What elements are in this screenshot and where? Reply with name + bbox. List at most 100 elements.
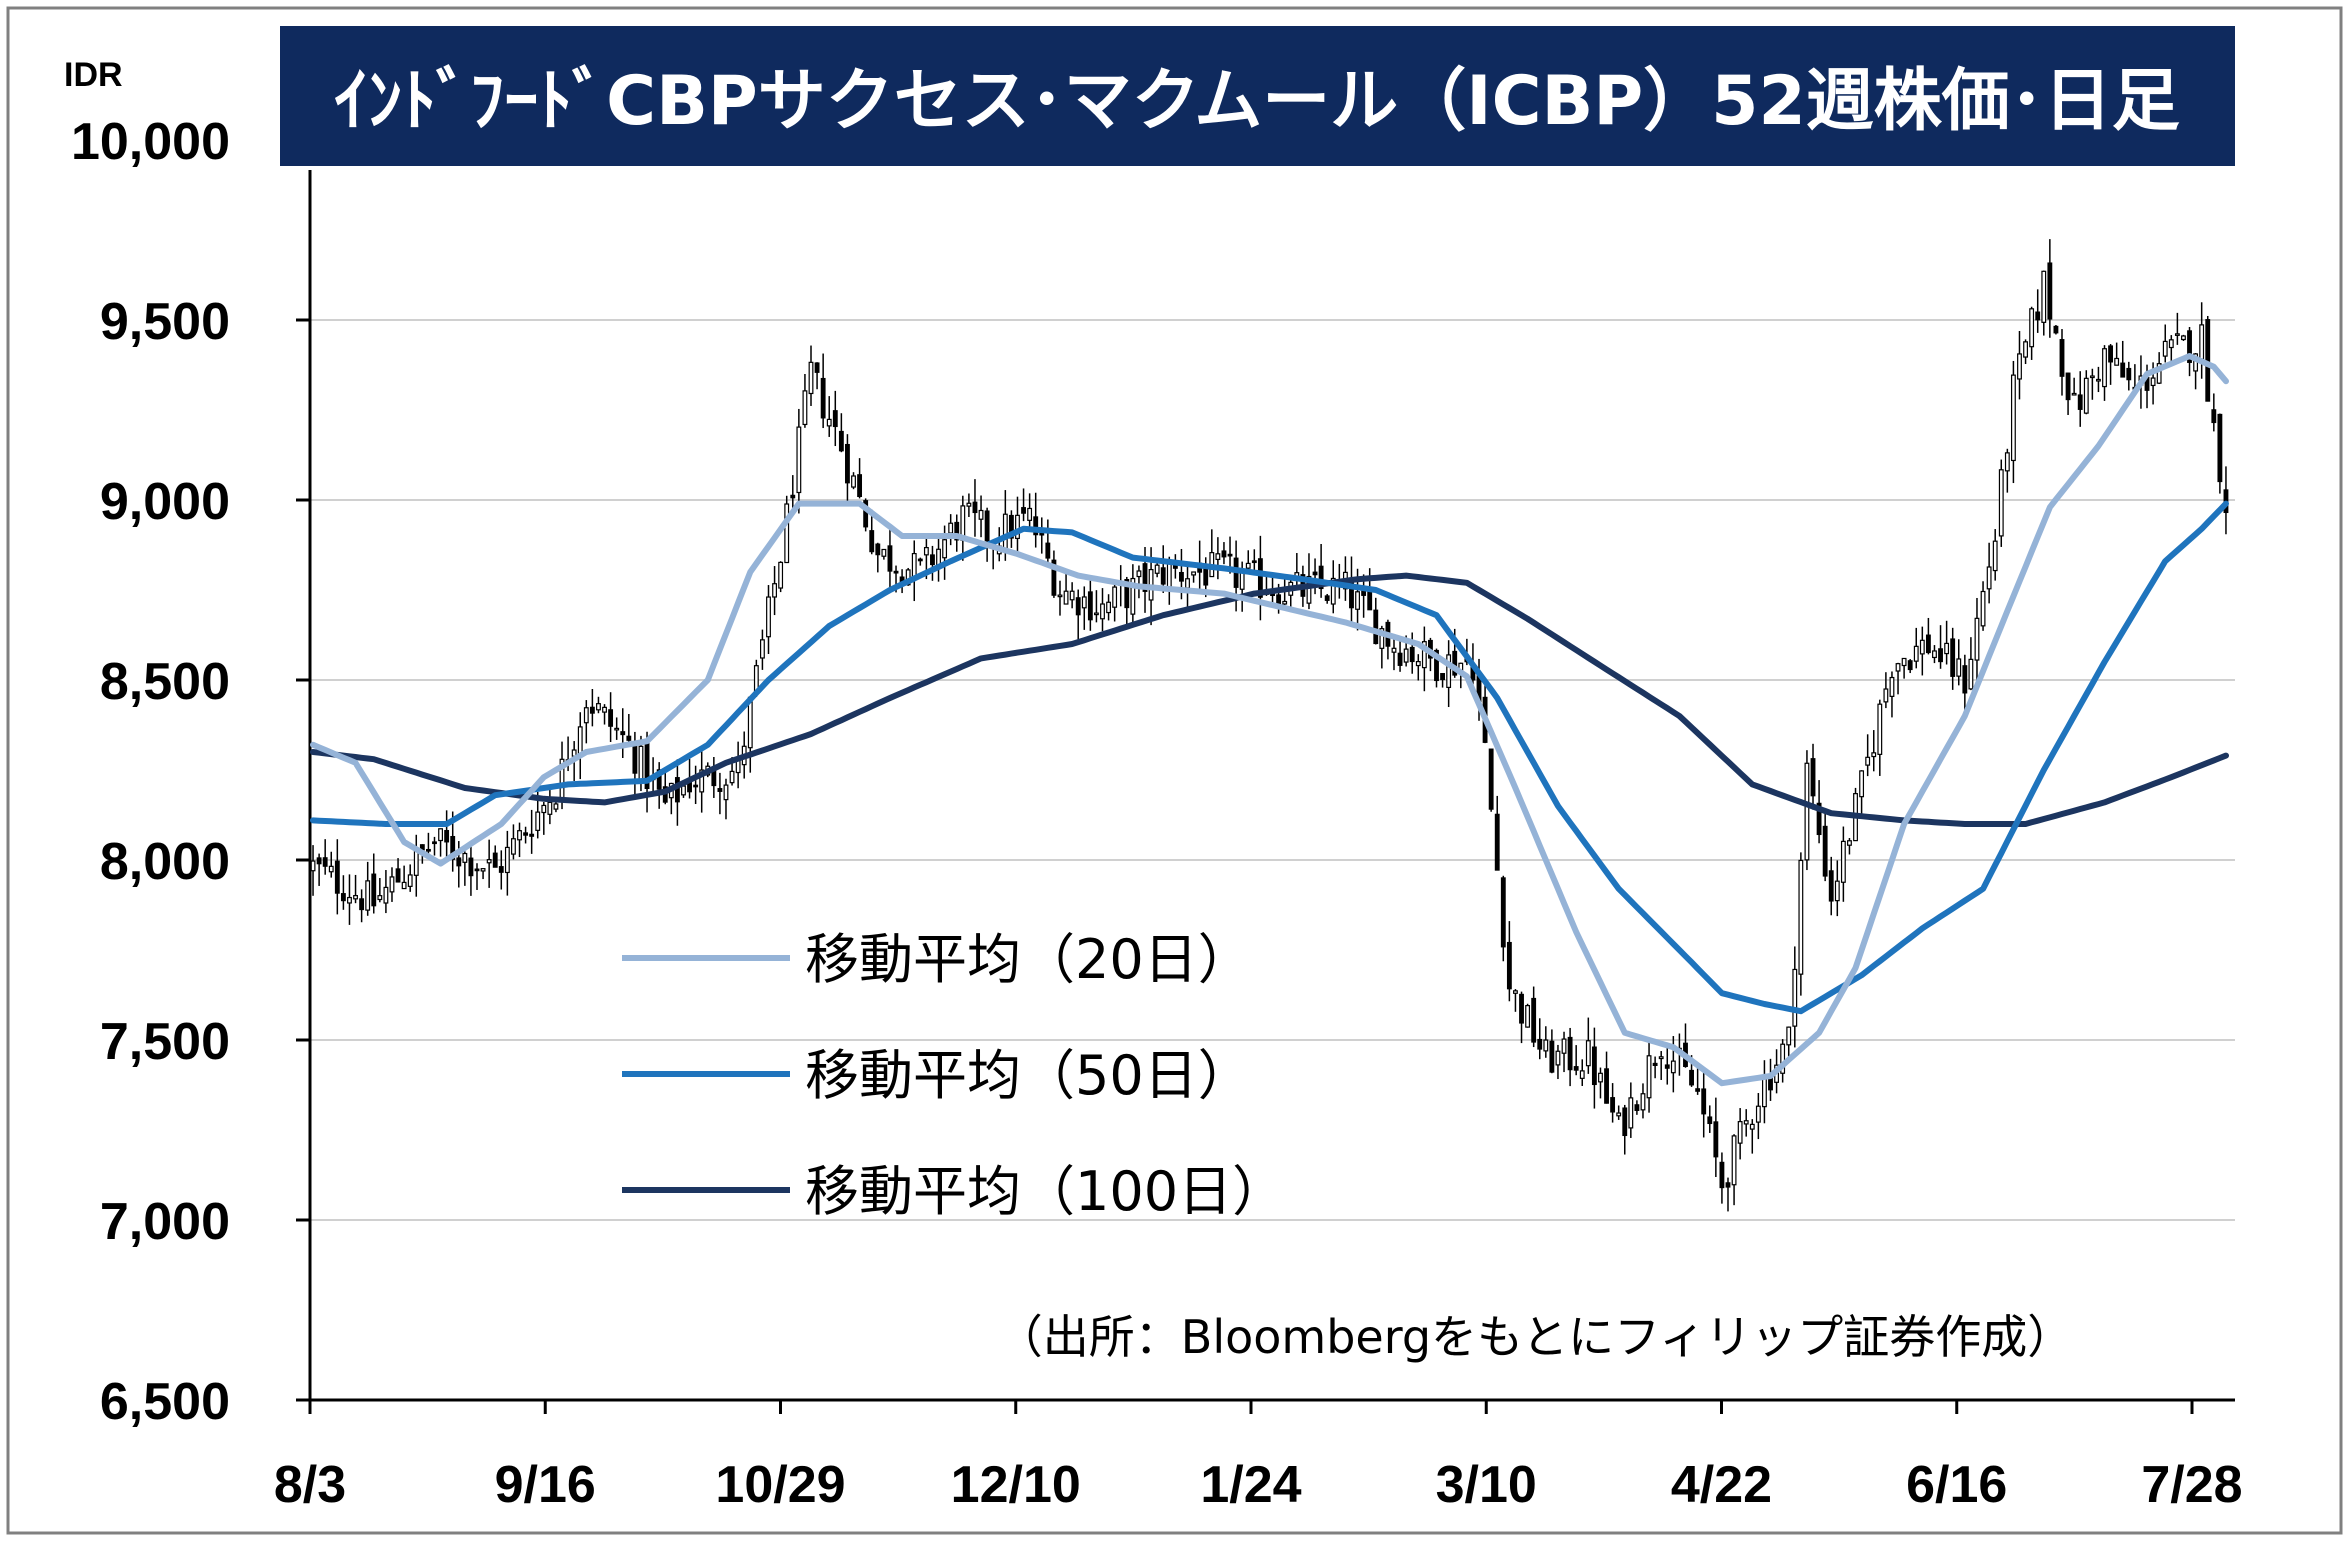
candle-body (875, 543, 881, 556)
candle-body (1494, 813, 1500, 871)
candle-body (1828, 870, 1834, 902)
candle-body (838, 430, 844, 452)
candle-body (1865, 756, 1871, 766)
candle-body (407, 874, 413, 887)
candle-body (492, 852, 498, 868)
candle-body (1093, 612, 1099, 616)
candle-body (2120, 362, 2126, 378)
y-tick-label: 10,000 (71, 113, 230, 171)
candle-body (1871, 752, 1877, 758)
candle-body (1142, 563, 1148, 592)
candle-body (1567, 1036, 1573, 1071)
candle-body (1652, 1062, 1658, 1066)
candle-body (2065, 372, 2071, 401)
y-tick-label: 6,500 (100, 1373, 230, 1431)
candle-body (1531, 997, 1537, 1043)
candle-body (547, 801, 553, 815)
candle-body (1154, 564, 1160, 574)
candle-body (1840, 840, 1846, 883)
candle-body (474, 868, 480, 872)
candle-body (389, 876, 395, 893)
candle-body (966, 502, 972, 507)
candle-body (1658, 1056, 1664, 1060)
y-tick-label: 8,500 (100, 653, 230, 711)
candle-body (1622, 1107, 1628, 1137)
candle-body (1591, 1046, 1597, 1086)
candle-body (887, 545, 893, 572)
moving-average-lines (310, 353, 2229, 1087)
candle-body (808, 361, 814, 395)
candle-body (1257, 558, 1263, 598)
source-note: （出所：Bloombergをもとにフィリップ証券作成） (997, 1310, 2073, 1364)
candle-body (1925, 634, 1931, 654)
candle-body (717, 788, 723, 792)
candle-body (1251, 560, 1257, 564)
candle-body (425, 848, 431, 852)
candle-body (517, 830, 522, 841)
candle-body (462, 852, 468, 863)
candle-body (1877, 703, 1883, 755)
candle-body (1610, 1097, 1616, 1113)
candle-body (614, 727, 620, 731)
candle-body (699, 769, 705, 793)
candle-body (1051, 559, 1057, 596)
candle-body (2162, 340, 2168, 357)
candle-body (2174, 333, 2180, 336)
candle-body (1506, 941, 1512, 990)
candle-body (480, 868, 486, 872)
candle-body (1555, 1050, 1561, 1066)
candle-body (2059, 339, 2065, 377)
candle-body (1822, 825, 1828, 877)
chart-border (6, 6, 2343, 1535)
ma-line-ma50 (310, 500, 2229, 1015)
candle-body (790, 494, 796, 499)
title-bar: ｲﾝﾄﾞﾌｰﾄﾞCBPサクセス･マクムール（ICBP）52週株価･日足 (280, 26, 2235, 166)
candle-body (316, 857, 322, 865)
candle-body (1203, 568, 1209, 586)
candle-body (589, 706, 595, 714)
candle-body (1725, 1182, 1731, 1188)
candle-body (881, 548, 887, 557)
candle-body (1415, 661, 1421, 667)
candle-body (1664, 1064, 1670, 1069)
candle-body (984, 510, 990, 542)
candle-body (954, 521, 960, 541)
candle-body (1956, 658, 1962, 677)
candle-body (1883, 688, 1889, 703)
candle-body (1324, 595, 1330, 601)
candle-body (942, 539, 948, 559)
candle-body (359, 898, 365, 911)
plot-area: 6,500 7,000 7,500 8,000 8,500 9,000 9,500 10,00… (71, 113, 2243, 1514)
candle-body (766, 596, 771, 638)
candle-body (1276, 594, 1282, 606)
candle-body (923, 547, 929, 556)
x-tick-label: 6/16 (1906, 1456, 2007, 1514)
candle-body (2041, 270, 2047, 323)
candle-body (1816, 802, 1822, 836)
candle-body (334, 860, 340, 894)
candle-body (1367, 590, 1373, 611)
candle-body (1634, 1104, 1640, 1111)
candle-body (401, 881, 407, 890)
candle-body (1543, 1039, 1549, 1052)
candle-body (523, 832, 529, 836)
candle-body (1100, 603, 1105, 620)
candle-body (310, 860, 316, 872)
candle-body (1707, 1116, 1713, 1125)
candle-body (1804, 762, 1810, 861)
candle-body (1579, 1070, 1585, 1079)
candle-body (1834, 880, 1840, 902)
candle-body (1488, 748, 1494, 810)
candle-body (511, 838, 516, 855)
candle-body (365, 880, 371, 911)
candle-body (1002, 513, 1008, 552)
candle-body (340, 893, 346, 902)
candle-body (1537, 1038, 1543, 1050)
candle-body (1379, 628, 1385, 649)
candle-body (1124, 578, 1130, 609)
candle-body (2077, 394, 2083, 410)
ma-line-ma20 (310, 353, 2229, 1087)
y-tick-label: 7,500 (100, 1013, 230, 1071)
candle-body (1585, 1040, 1591, 1067)
candle-body (486, 859, 492, 864)
